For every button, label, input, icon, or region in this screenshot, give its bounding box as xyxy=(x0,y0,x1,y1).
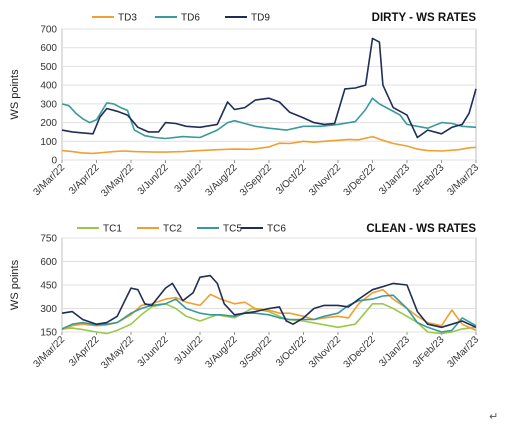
x-tick-label: 3/Mar/22 xyxy=(31,334,67,370)
series-line-td3 xyxy=(61,135,477,155)
x-tick-label: 3/Jan/23 xyxy=(377,334,412,369)
y-tick-label: 700 xyxy=(40,25,57,36)
y-tick-label: 300 xyxy=(40,304,57,315)
series-line-tc2 xyxy=(61,288,477,332)
y-tick-label: 400 xyxy=(40,81,57,92)
legend-label-tc6: TC6 xyxy=(267,224,286,235)
y-axis-label: WS points xyxy=(9,69,21,120)
x-tick-label: 3/Dec/22 xyxy=(342,162,378,198)
series-line-tc5 xyxy=(61,294,477,333)
series-line-tc6 xyxy=(61,274,477,329)
y-tick-label: 0 xyxy=(51,156,57,167)
y-axis-label: WS points xyxy=(9,259,21,310)
chart-title: CLEAN - WS RATES xyxy=(366,223,476,235)
legend-label-td9: TD9 xyxy=(251,13,270,24)
x-tick-label: 3/Feb/23 xyxy=(411,162,447,198)
x-tick-label: 3/Sep/22 xyxy=(238,334,274,370)
x-tick-label: 3/Jun/22 xyxy=(136,334,171,369)
series-line-td9 xyxy=(61,37,477,139)
y-tick-label: 100 xyxy=(40,137,57,148)
x-tick-label: 3/Dec/22 xyxy=(342,334,378,370)
legend-label-td6: TD6 xyxy=(181,13,200,24)
x-tick-label: 3/Mar/23 xyxy=(445,162,481,198)
x-tick-label: 3/Mar/22 xyxy=(31,162,67,198)
y-tick-label: 500 xyxy=(40,62,57,73)
x-tick-label: 3/Jan/23 xyxy=(377,162,412,197)
y-tick-label: 600 xyxy=(40,257,57,268)
x-tick-label: 3/Sep/22 xyxy=(238,162,274,198)
y-tick-label: 200 xyxy=(40,118,57,129)
x-tick-label: 3/Oct/22 xyxy=(274,334,309,369)
x-tick-label: 3/Jul/22 xyxy=(173,162,206,195)
corner-mark: ↵ xyxy=(489,411,499,423)
x-tick-label: 3/Apr/22 xyxy=(67,162,102,197)
chart-title: DIRTY - WS RATES xyxy=(372,12,477,24)
x-tick-label: 3/Aug/22 xyxy=(204,334,240,370)
x-tick-label: 3/Aug/22 xyxy=(204,162,240,198)
x-tick-label: 3/Nov/22 xyxy=(307,162,343,198)
y-tick-label: 450 xyxy=(40,281,57,292)
legend-label-td3: TD3 xyxy=(118,13,137,24)
y-tick-label: 600 xyxy=(40,43,57,54)
x-tick-label: 3/Mar/23 xyxy=(445,334,481,370)
x-tick-label: 3/Apr/22 xyxy=(67,334,102,369)
legend-label-tc5: TC5 xyxy=(223,224,242,235)
legend-label-tc1: TC1 xyxy=(103,224,122,235)
x-tick-label: 3/Feb/23 xyxy=(411,334,447,370)
x-tick-label: 3/Jul/22 xyxy=(173,334,206,367)
x-tick-label: 3/May/22 xyxy=(99,334,136,371)
y-tick-label: 150 xyxy=(40,328,57,339)
series-line-td6 xyxy=(61,97,477,140)
x-tick-label: 3/Jun/22 xyxy=(136,162,171,197)
y-tick-label: 750 xyxy=(40,234,57,245)
x-tick-label: 3/Oct/22 xyxy=(274,162,309,197)
x-tick-label: 3/Nov/22 xyxy=(307,334,343,370)
x-tick-label: 3/May/22 xyxy=(99,162,136,199)
legend-label-tc2: TC2 xyxy=(163,224,182,235)
y-tick-label: 300 xyxy=(40,99,57,110)
plot-frame xyxy=(61,28,477,161)
